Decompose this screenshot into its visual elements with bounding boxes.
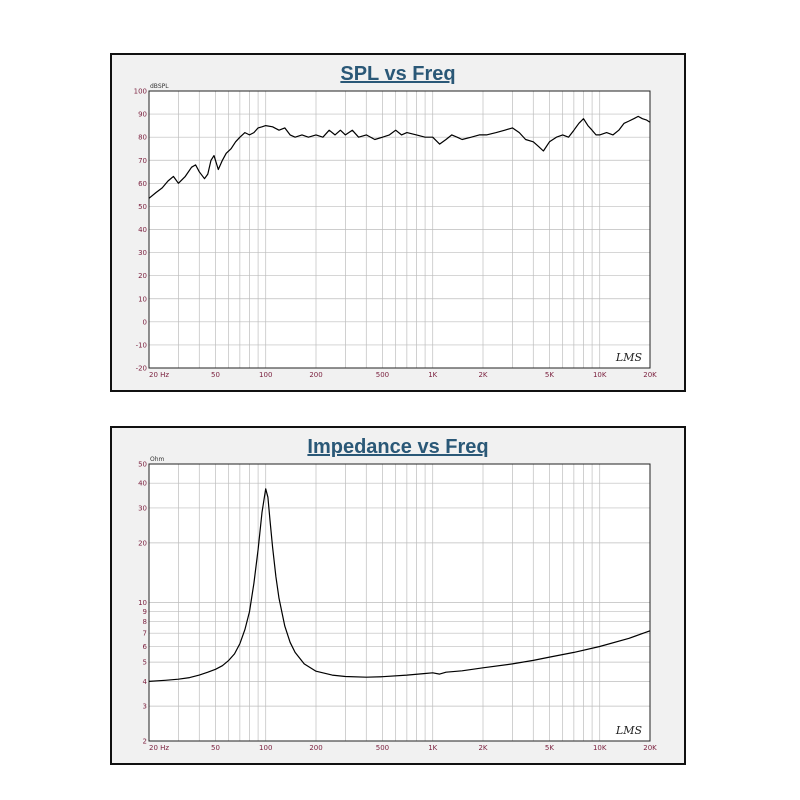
- x-tick-label: 20 Hz: [149, 371, 169, 379]
- x-tick-label: 100: [259, 744, 272, 752]
- plot-frame: [148, 90, 651, 369]
- x-tick-label: 20K: [643, 371, 657, 379]
- lms-watermark: LMS: [615, 724, 643, 737]
- spl-chart-panel: SPL vs Freq 100 90 80 70 60 50 40 30 20 10 0 -10 -20…: [110, 53, 686, 392]
- x-tick-label: 200: [309, 371, 322, 379]
- x-tick-label: 200: [309, 744, 322, 752]
- grid: [149, 91, 650, 368]
- y-tick-label: 20: [138, 539, 147, 547]
- impedance-chart-plot: 50 40 30 20 109 8 7 6 5 4 3 2 Ohm 20 Hz 50 100 200 500 1K 2…: [138, 456, 657, 752]
- y-tick-label: 7: [143, 630, 147, 638]
- lms-watermark: LMS: [615, 351, 643, 364]
- grid: [149, 464, 650, 741]
- series-line: [148, 115, 651, 199]
- x-tick-label: 2K: [478, 744, 487, 752]
- y-tick-label: 3: [143, 703, 147, 711]
- x-tick-label: 50: [211, 371, 220, 379]
- x-tick-label: 10K: [593, 371, 607, 379]
- impedance-chart-panel: Impedance vs Freq 50 40 30 20 10 9 8 7 6 5 4 3 2 Ohm 2…: [110, 426, 686, 765]
- y-tick-label: 0: [143, 318, 147, 326]
- y-tick-label: 50: [138, 203, 147, 211]
- x-tick-label: 5K: [545, 744, 554, 752]
- y-axis-label: Ohm: [150, 456, 165, 463]
- y-tick-label: 30: [138, 504, 147, 512]
- x-tick-label: 1K: [428, 371, 437, 379]
- y-tick-label: 10: [138, 599, 147, 607]
- y-tick-label: 30: [138, 249, 147, 257]
- x-tick-label: 20K: [643, 744, 657, 752]
- y-tick-label: 60: [138, 180, 147, 188]
- y-tick-label: 70: [138, 157, 147, 165]
- y-axis-label: dBSPL: [150, 83, 169, 90]
- x-tick-label: 20 Hz: [149, 744, 169, 752]
- series-line: [148, 488, 651, 682]
- x-tick-label: 10K: [593, 744, 607, 752]
- x-tick-label: 100: [259, 371, 272, 379]
- x-tick-label: 2K: [478, 371, 487, 379]
- y-tick-label: 6: [143, 643, 148, 651]
- y-tick-label: 100: [134, 88, 147, 96]
- y-tick-label: 20: [138, 272, 147, 280]
- y-tick-label: -20: [136, 365, 147, 373]
- x-tick-label: 5K: [545, 371, 554, 379]
- y-tick-label: 5: [143, 659, 147, 667]
- chart-title: SPL vs Freq: [340, 63, 456, 85]
- y-tick-label: 50: [138, 461, 147, 469]
- x-tick-label: 50: [211, 744, 220, 752]
- y-tick-label: 2: [143, 738, 147, 746]
- y-tick-label: 4: [143, 678, 148, 686]
- x-tick-label: 500: [376, 371, 389, 379]
- y-tick-label: 8: [143, 618, 147, 626]
- chart-title: Impedance vs Freq: [307, 436, 489, 458]
- y-tick-label: 80: [138, 134, 147, 142]
- x-tick-label: 1K: [428, 744, 437, 752]
- x-tick-label: 500: [376, 744, 389, 752]
- y-tick-label: 90: [138, 111, 147, 119]
- y-tick-label: 40: [138, 480, 147, 488]
- y-tick-label: 10: [138, 295, 147, 303]
- y-tick-label: 40: [138, 226, 147, 234]
- plot-frame: [148, 463, 651, 742]
- y-tick-label: 9: [143, 608, 147, 616]
- y-tick-label: -10: [136, 341, 147, 349]
